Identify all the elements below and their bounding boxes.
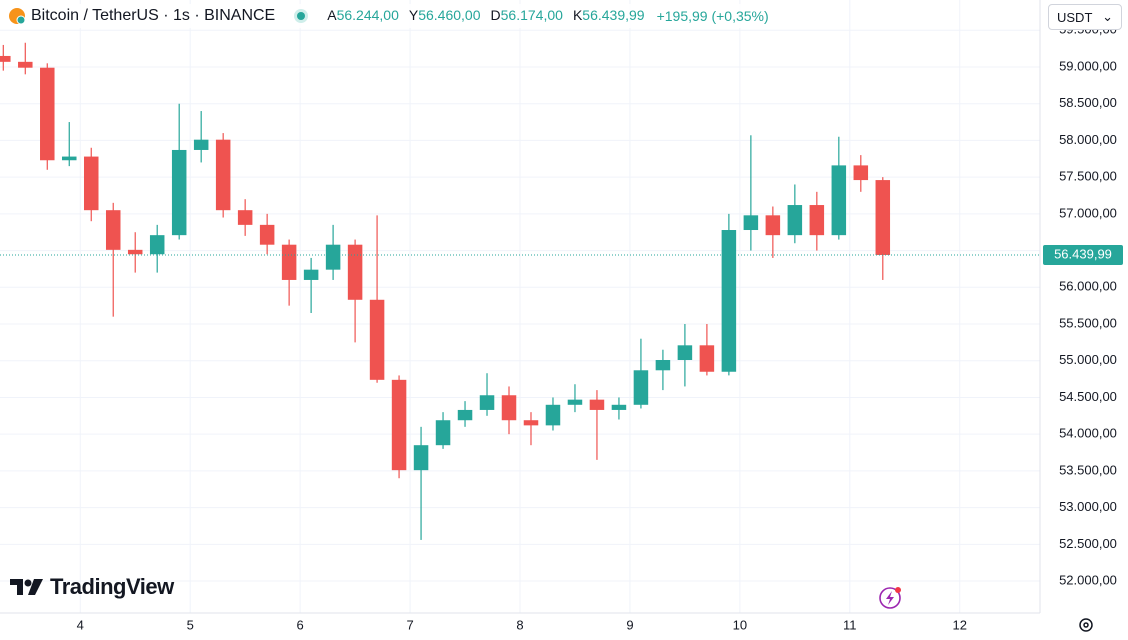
candle-body: [787, 205, 803, 236]
ohlc-key: Y: [408, 7, 419, 23]
y-tick-label: 57.500,00: [1059, 169, 1117, 184]
y-tick-label: 56.000,00: [1059, 279, 1117, 294]
candle-body: [853, 165, 869, 181]
candle-body: [62, 156, 77, 161]
candle-body: [831, 165, 847, 236]
candle-body: [281, 244, 297, 280]
candle-body: [589, 399, 605, 410]
y-tick-label: 53.500,00: [1059, 462, 1117, 477]
notification-dot: [895, 587, 901, 593]
ohlc: A56.244,00 Y56.460,00 D56.174,00 K56.439,99: [323, 7, 650, 25]
candle-body: [567, 399, 583, 405]
y-tick-label: 54.500,00: [1059, 389, 1117, 404]
ohlc-item: A56.244,00: [327, 7, 399, 23]
candle-body: [699, 345, 715, 372]
candle-body: [391, 379, 407, 471]
lightning-icon[interactable]: [879, 587, 901, 609]
settings-icon[interactable]: [1079, 618, 1093, 632]
last-price-box: [1043, 244, 1123, 265]
change: +195,99 (+0,35%): [656, 8, 769, 24]
candle-body: [413, 445, 429, 471]
candle-body: [809, 205, 825, 236]
candle-body: [545, 404, 561, 426]
candle-body: [501, 395, 517, 421]
x-tick-label: 7: [406, 617, 413, 632]
lightning-bolt: [886, 591, 894, 605]
ohlc-value: 56.460,00: [418, 7, 481, 23]
candle-body: [303, 269, 319, 280]
candle-body: [765, 215, 781, 236]
ohlc-key: D: [490, 7, 501, 23]
candle-body: [105, 210, 121, 250]
ohlc-key: A: [327, 7, 337, 23]
grid: [0, 0, 1040, 613]
x-tick-label: 8: [516, 617, 523, 632]
ohlc-key: K: [572, 7, 583, 23]
currency: USDT: [1057, 9, 1093, 25]
candle-body: [325, 244, 341, 270]
candle-body: [83, 156, 99, 211]
x-tick-label: 10: [733, 617, 747, 632]
x-tick-label: 5: [187, 617, 194, 632]
candle-body: [611, 404, 627, 410]
candle-body: [677, 345, 693, 361]
header: Bitcoin / TetherUS · 1s · BINANCE A56.24…: [8, 4, 769, 28]
candle-body: [347, 244, 363, 300]
candle-body: [149, 235, 165, 255]
y-tick-label: 58.000,00: [1059, 132, 1117, 147]
symbol[interactable]: Bitcoin / TetherUS · 1s · BINANCE: [31, 7, 276, 24]
candle-body: [18, 61, 33, 68]
candle-body: [721, 230, 737, 372]
x-tick-label: 9: [626, 617, 633, 632]
x-tick-label: 12: [953, 617, 967, 632]
logo-icon: [10, 579, 43, 595]
x-tick-label: 6: [297, 617, 304, 632]
x-tick-label: 11: [843, 617, 857, 632]
candle-body: [435, 420, 451, 446]
y-tick-label: 58.500,00: [1059, 95, 1117, 110]
ohlc-value: 56.174,00: [500, 7, 563, 23]
ohlc-item: D56.174,00: [491, 7, 563, 23]
candles: [0, 42, 891, 540]
y-tick-label: 57.000,00: [1059, 205, 1117, 220]
symbol-icon: [9, 8, 26, 25]
ohlc-item: Y56.460,00: [409, 7, 481, 23]
ohlc-value: 56.439,99: [582, 7, 645, 23]
candle-body: [215, 139, 231, 211]
y-tick-label: 54.000,00: [1059, 426, 1117, 441]
x-tick-label: 4: [77, 617, 84, 632]
currency-select[interactable]: USDT ⌄: [1048, 4, 1122, 30]
market-status: [297, 12, 306, 20]
candle-body: [743, 215, 759, 231]
settings-icon-center: [1083, 622, 1089, 628]
logo-text: TradingView: [50, 574, 174, 599]
candle-body: [171, 149, 187, 236]
ohlc-value: 56.244,00: [336, 7, 399, 23]
candle-body: [127, 249, 143, 255]
y-tick-label: 55.000,00: [1059, 352, 1117, 367]
candle-body: [523, 420, 539, 426]
candle-body: [457, 409, 473, 421]
dropdown-arrow: ⌄: [1102, 9, 1113, 24]
y-tick-label: 59.000,00: [1059, 58, 1117, 73]
candle-body: [369, 299, 385, 380]
y-tick-label: 52.000,00: [1059, 572, 1117, 587]
candle-body: [633, 370, 649, 405]
candle-body: [0, 55, 11, 62]
candle-body: [259, 224, 275, 245]
y-tick-label: 52.500,00: [1059, 536, 1117, 551]
candle-body: [875, 180, 891, 255]
y-tick-label: 53.000,00: [1059, 499, 1117, 514]
ohlc-item: K56.439,99: [573, 7, 645, 23]
last-price-label: 56.439,99: [1054, 246, 1112, 261]
candle-body: [193, 139, 209, 150]
candle-body: [479, 395, 495, 410]
y-tick-label: 55.500,00: [1059, 315, 1117, 330]
candle-body: [655, 360, 671, 371]
candle-body: [40, 67, 55, 161]
logo: TradingView: [10, 574, 174, 600]
candle-body: [237, 210, 253, 225]
